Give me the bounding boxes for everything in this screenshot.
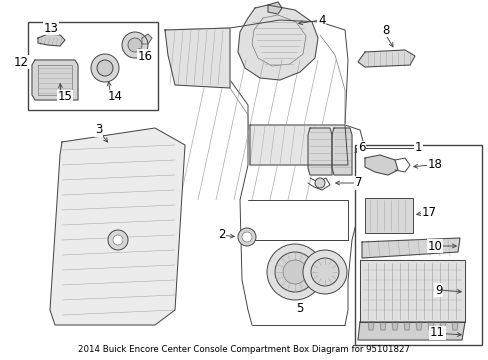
Text: 11: 11 — [429, 327, 444, 339]
Polygon shape — [267, 2, 282, 14]
Circle shape — [310, 258, 338, 286]
Circle shape — [113, 235, 123, 245]
Polygon shape — [359, 260, 464, 322]
Polygon shape — [142, 34, 152, 44]
Polygon shape — [415, 322, 421, 330]
Text: 3: 3 — [95, 123, 102, 136]
Polygon shape — [439, 322, 445, 330]
Circle shape — [91, 54, 119, 82]
Text: 7: 7 — [354, 176, 362, 189]
Circle shape — [303, 250, 346, 294]
Polygon shape — [357, 50, 414, 67]
Polygon shape — [367, 322, 373, 330]
Bar — [354, 145, 481, 345]
Polygon shape — [379, 322, 385, 330]
Text: 18: 18 — [427, 158, 442, 171]
Text: 16: 16 — [138, 49, 153, 63]
Circle shape — [314, 178, 325, 188]
Text: 13: 13 — [44, 22, 59, 35]
Text: 5: 5 — [295, 301, 303, 315]
Text: 14: 14 — [108, 90, 123, 104]
Polygon shape — [427, 322, 433, 330]
Text: 17: 17 — [421, 207, 436, 220]
Circle shape — [274, 252, 314, 292]
Text: 8: 8 — [381, 23, 388, 36]
Polygon shape — [249, 125, 347, 165]
Circle shape — [266, 244, 323, 300]
Polygon shape — [364, 155, 397, 175]
Polygon shape — [391, 322, 397, 330]
Circle shape — [238, 228, 256, 246]
Polygon shape — [403, 322, 409, 330]
Polygon shape — [50, 128, 184, 325]
Polygon shape — [38, 34, 65, 46]
Text: 6: 6 — [357, 141, 365, 154]
Text: 1: 1 — [414, 141, 422, 154]
Polygon shape — [451, 322, 457, 330]
Text: 12: 12 — [14, 55, 29, 68]
Circle shape — [242, 232, 251, 242]
Text: 9: 9 — [434, 284, 442, 297]
Polygon shape — [32, 60, 78, 100]
Text: 4: 4 — [317, 13, 325, 27]
Polygon shape — [238, 5, 317, 80]
Text: 15: 15 — [58, 90, 73, 104]
Polygon shape — [307, 128, 331, 175]
Circle shape — [97, 60, 113, 76]
Polygon shape — [164, 28, 229, 88]
Polygon shape — [357, 322, 464, 340]
Polygon shape — [331, 128, 351, 175]
Polygon shape — [361, 238, 459, 258]
Text: 2: 2 — [218, 229, 225, 242]
Circle shape — [283, 260, 306, 284]
Circle shape — [108, 230, 128, 250]
Bar — [28, 22, 158, 110]
Text: 2014 Buick Encore Center Console Compartment Box Diagram for 95101827: 2014 Buick Encore Center Console Compart… — [79, 346, 409, 355]
Text: 10: 10 — [427, 239, 442, 252]
Circle shape — [128, 38, 142, 52]
Bar — [364, 198, 412, 233]
Circle shape — [122, 32, 148, 58]
